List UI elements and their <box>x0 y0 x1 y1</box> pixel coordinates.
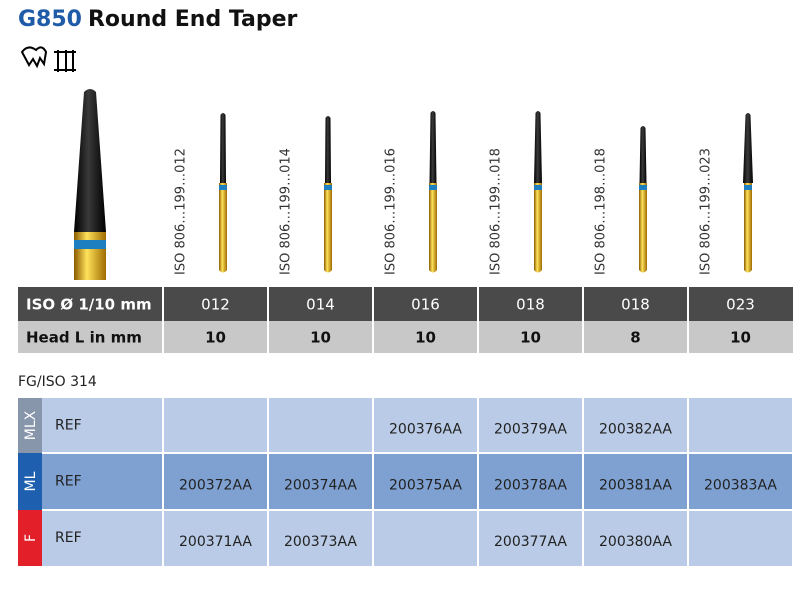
line-marker <box>18 453 42 510</box>
iso-label: ISO 806…198…018 <box>594 148 609 275</box>
bur-neck <box>219 183 227 185</box>
bur-head <box>639 126 647 183</box>
bur-head <box>534 111 542 183</box>
ref-label: REF <box>55 418 82 434</box>
ref-label: REF <box>55 474 82 490</box>
ref-number: 200377AA <box>494 534 567 550</box>
bur-neck <box>324 183 332 185</box>
product-name: Round End Taper <box>88 7 298 32</box>
table-cell: 10 <box>205 329 226 347</box>
ref-number: 200371AA <box>179 534 252 550</box>
table-cell: 016 <box>411 296 440 314</box>
table-cell: 018 <box>516 296 545 314</box>
bur-image <box>429 111 437 273</box>
large-bur-image <box>74 89 106 280</box>
bur-image <box>219 113 227 273</box>
ref-number: 200381AA <box>599 478 672 494</box>
iso-label: ISO 806…199…023 <box>699 148 714 275</box>
bur-shank <box>534 190 542 273</box>
bur-neck <box>429 183 437 185</box>
bur-head <box>325 116 331 183</box>
line-marker <box>18 398 42 453</box>
bur-band <box>219 185 227 190</box>
ref-number: 200378AA <box>494 478 567 494</box>
table-cell: 10 <box>310 329 331 347</box>
row-background <box>18 287 793 321</box>
ref-number: 200379AA <box>494 422 567 438</box>
line-marker <box>18 510 42 566</box>
iso-label: ISO 806…199…014 <box>279 148 294 275</box>
row-background <box>42 398 793 453</box>
table-cell: 10 <box>415 329 436 347</box>
bur-head <box>429 111 437 183</box>
bur-band <box>534 185 542 190</box>
table-cell: 10 <box>730 329 751 347</box>
ref-number: 200383AA <box>704 478 777 494</box>
bur-image <box>534 111 542 273</box>
bur-head <box>220 113 226 183</box>
ref-number: 200382AA <box>599 422 672 438</box>
row-background <box>42 453 793 510</box>
bur-head <box>743 113 753 183</box>
ref-number: 200376AA <box>389 422 462 438</box>
bur-neck <box>744 183 752 185</box>
bur-neck <box>639 183 647 185</box>
bur-shank <box>744 190 752 273</box>
row-label: Head L in mm <box>26 329 142 347</box>
title: G850 Round End Taper <box>18 7 298 32</box>
iso-label: ISO 806…199…018 <box>489 148 504 275</box>
table-cell: 012 <box>201 296 230 314</box>
table-cell: 023 <box>726 296 755 314</box>
row-background <box>42 510 793 566</box>
bur-shank <box>324 190 332 273</box>
ref-label: REF <box>55 530 82 546</box>
bur-image <box>743 113 753 273</box>
line-label: MLX <box>23 410 39 440</box>
bur-band <box>429 185 437 190</box>
bur-image <box>639 126 647 273</box>
line-label: ML <box>23 471 39 491</box>
bur-image <box>324 116 332 273</box>
row-label: ISO Ø 1/10 mm <box>26 296 152 314</box>
ref-number: 200372AA <box>179 478 252 494</box>
product-code: G850 <box>18 7 82 32</box>
table-cell: 10 <box>520 329 541 347</box>
ref-number: 200374AA <box>284 478 357 494</box>
ref-number: 200373AA <box>284 534 357 550</box>
bur-band <box>324 185 332 190</box>
system-label: FG/ISO 314 <box>18 374 97 390</box>
iso-label: ISO 806…199…016 <box>384 148 399 275</box>
bur-shank <box>639 190 647 273</box>
row-background <box>18 321 793 353</box>
line-label: F <box>23 534 39 542</box>
bur-band <box>639 185 647 190</box>
ref-number: 200380AA <box>599 534 672 550</box>
indication-icons <box>20 46 76 72</box>
iso-label: ISO 806…199…012 <box>174 148 189 275</box>
ref-number: 200375AA <box>389 478 462 494</box>
table-cell: 8 <box>630 329 640 347</box>
bur-band <box>744 185 752 190</box>
bur-neck <box>534 183 542 185</box>
table-cell: 018 <box>621 296 650 314</box>
bur-shank <box>429 190 437 273</box>
table-cell: 014 <box>306 296 335 314</box>
bur-shank <box>219 190 227 273</box>
